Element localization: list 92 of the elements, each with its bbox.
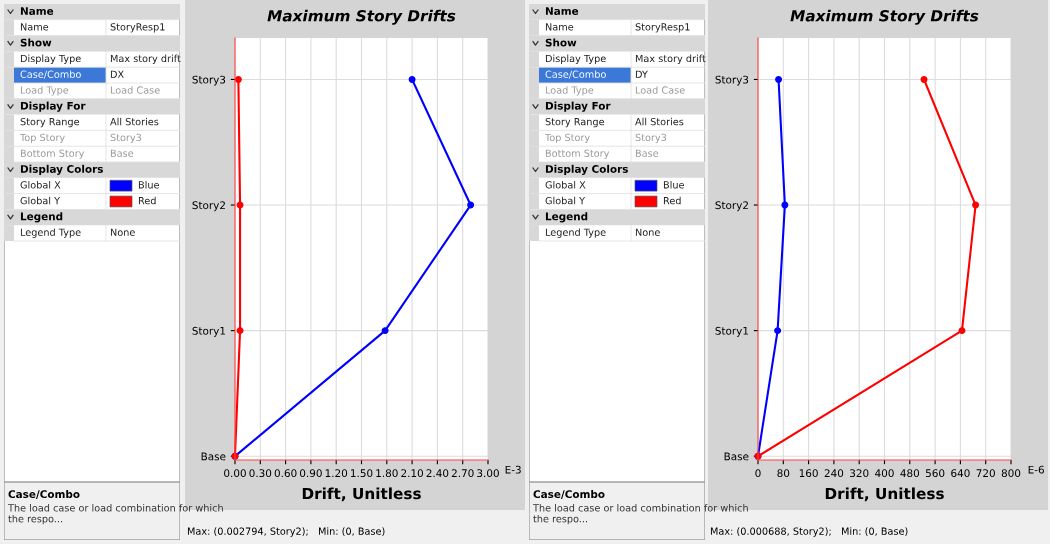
- text: Max: (0.002794, Story2); Min: (0, Base): [187, 527, 385, 537]
- text: Name: [20, 7, 54, 15]
- text: Base: [110, 149, 134, 157]
- text: Display For: [20, 101, 86, 112]
- text: Load Case: [110, 86, 160, 94]
- text: Top Story: [544, 133, 590, 143]
- text: All Stories: [110, 117, 159, 126]
- y-tick-label: Story2: [715, 201, 748, 212]
- text: Show: [545, 38, 577, 47]
- text: Red: [138, 196, 156, 205]
- x-tick-label: 2.40: [426, 469, 449, 478]
- text: Legend: [20, 212, 63, 223]
- x-tick-label: 1.50: [351, 469, 373, 478]
- text: Bottom Story: [545, 149, 610, 159]
- text: Global Y: [20, 196, 61, 205]
- text: Top Story: [19, 133, 65, 143]
- x-tick-label: 1.20: [325, 469, 348, 478]
- text: Blue: [138, 181, 159, 189]
- text: Display Type: [545, 54, 606, 64]
- text: Case/Combo: [533, 490, 605, 499]
- text: Display Colors: [545, 164, 628, 175]
- x-tick-label: 240: [824, 469, 844, 478]
- text: The load case or load combination for which the respo...: [532, 504, 748, 525]
- x-tick-label: 480: [900, 469, 920, 478]
- x-axis-title: Drift, Unitless: [302, 487, 421, 502]
- text: Global X: [545, 181, 586, 189]
- text: Display Type: [20, 54, 81, 64]
- x-tick-label: 640: [951, 469, 970, 478]
- text: None: [635, 228, 660, 236]
- text: Max story drift: [110, 54, 181, 64]
- text: Bottom Story: [20, 149, 85, 159]
- y-tick-label: Story1: [192, 326, 226, 337]
- text: Case/Combo: [20, 70, 81, 79]
- x-tick-label: 0.00: [224, 469, 246, 478]
- text: E-3: [505, 465, 521, 474]
- x-tick-label: 80: [777, 469, 790, 478]
- text: Display For: [545, 101, 611, 112]
- x-tick-label: 3.00: [477, 469, 499, 478]
- y-tick-label: Base: [724, 452, 749, 461]
- x-tick-label: 0.60: [274, 469, 297, 478]
- text: Story3: [110, 133, 142, 143]
- text: DX: [110, 70, 124, 78]
- text: Global Y: [545, 196, 586, 205]
- text: Max story drift: [635, 54, 706, 64]
- text: Name: [20, 23, 49, 31]
- x-tick-label: 0.90: [299, 469, 322, 478]
- x-tick-label: 1.80: [376, 469, 398, 478]
- x-tick-label: 160: [799, 469, 818, 478]
- x-tick-label: 320: [850, 469, 869, 478]
- x-tick-label: 400: [875, 469, 894, 478]
- text: Blue: [663, 181, 684, 189]
- text: Global X: [20, 181, 61, 189]
- text: E-6: [1028, 465, 1044, 474]
- text: DY: [635, 70, 648, 78]
- y-tick-label: Story3: [715, 75, 749, 86]
- text: StoryResp1: [110, 23, 165, 33]
- text: Show: [20, 38, 52, 47]
- text: Name: [545, 23, 574, 31]
- text: None: [110, 228, 135, 236]
- x-tick-label: 800: [1001, 469, 1021, 478]
- x-tick-label: 0: [755, 469, 761, 478]
- text: Case/Combo: [8, 490, 80, 499]
- text: StoryResp1: [635, 23, 690, 33]
- text: Load Case: [635, 86, 685, 94]
- text: Case/Combo: [545, 70, 606, 79]
- y-tick-label: Story1: [715, 326, 749, 337]
- y-tick-label: Story3: [192, 75, 226, 86]
- y-tick-label: Story2: [192, 201, 225, 212]
- text: Story3: [635, 133, 667, 143]
- text: Base: [635, 149, 659, 157]
- text: Red: [663, 196, 681, 205]
- text: All Stories: [635, 117, 684, 126]
- text: Story Range: [545, 117, 605, 128]
- x-tick-label: 0.30: [249, 469, 272, 478]
- text: Load Type: [545, 86, 594, 96]
- text: Display Colors: [20, 164, 103, 175]
- x-tick-label: 2.70: [451, 469, 474, 478]
- x-tick-label: 2.10: [401, 469, 424, 478]
- text: Legend: [545, 212, 588, 223]
- text: Max: (0.000688, Story2); Min: (0, Base): [710, 527, 908, 537]
- text: The load case or load combination for which the respo...: [7, 504, 223, 525]
- x-tick-label: 720: [976, 469, 995, 478]
- text: Load Type: [20, 86, 69, 96]
- y-tick-label: Base: [201, 452, 226, 461]
- chart-title: Maximum Story Drifts: [790, 9, 979, 25]
- chart-title: Maximum Story Drifts: [267, 9, 456, 25]
- x-axis-title: Drift, Unitless: [825, 487, 944, 502]
- text: Name: [545, 7, 579, 15]
- text: Legend Type: [20, 228, 81, 238]
- x-tick-label: 560: [925, 469, 945, 478]
- text: Story Range: [20, 117, 80, 128]
- text: Legend Type: [545, 228, 606, 238]
